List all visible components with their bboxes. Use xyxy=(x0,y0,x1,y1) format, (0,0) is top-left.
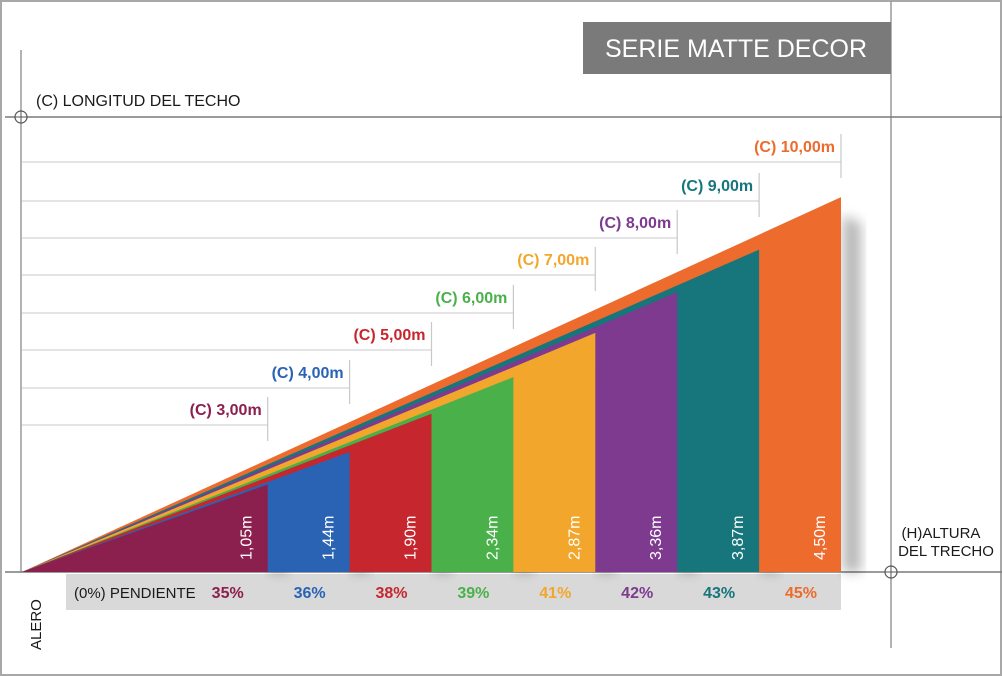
roof-length-value: (C) 3,00m xyxy=(190,402,262,419)
roof-length-value: (C) 7,00m xyxy=(517,252,589,269)
roof-height-value: 2,87m xyxy=(566,516,583,560)
eave-label: ALERO xyxy=(28,599,45,650)
height-axis-marker xyxy=(884,565,898,579)
roof-length-value: (C) 8,00m xyxy=(599,215,671,232)
roof-length-label: (C) LONGITUD DEL TECHO xyxy=(36,93,240,110)
roof-length-value: (C) 10,00m xyxy=(754,139,835,156)
roof-slope-value: 38% xyxy=(375,585,407,602)
roof-height-value: 1,44m xyxy=(321,516,338,560)
roof-length-value: (C) 9,00m xyxy=(681,178,753,195)
roof-slope-value: 43% xyxy=(703,585,735,602)
series-title-badge: SERIE MATTE DECOR xyxy=(583,22,891,74)
roof-height-value: 3,87m xyxy=(730,516,747,560)
roof-height-value: 2,34m xyxy=(484,516,501,560)
roof-height-value: 1,90m xyxy=(403,516,420,560)
roof-shadow xyxy=(843,215,861,572)
roof-triangle xyxy=(22,484,268,572)
height-label-line2: DEL TRECHO xyxy=(898,543,994,560)
roof-slope-value: 42% xyxy=(621,585,653,602)
series-title: SERIE MATTE DECOR xyxy=(605,35,867,63)
length-axis-marker xyxy=(14,110,28,124)
height-label-line1: (H)ALTURA xyxy=(902,525,981,542)
slope-label: (0%) PENDIENTE xyxy=(74,585,196,602)
roof-slope-value: 36% xyxy=(294,585,326,602)
roof-height-value: 4,50m xyxy=(812,516,829,560)
roof-height-value: 1,05m xyxy=(239,516,256,560)
roof-length-value: (C) 6,00m xyxy=(435,290,507,307)
slope-band xyxy=(66,574,841,610)
roof-slope-value: 35% xyxy=(212,585,244,602)
roof-height-value: 3,36m xyxy=(648,516,665,560)
roof-slope-value: 45% xyxy=(785,585,817,602)
roof-slope-value: 39% xyxy=(457,585,489,602)
roof-length-value: (C) 4,00m xyxy=(272,365,344,382)
roof-slope-value: 41% xyxy=(539,585,571,602)
roof-length-value: (C) 5,00m xyxy=(353,327,425,344)
